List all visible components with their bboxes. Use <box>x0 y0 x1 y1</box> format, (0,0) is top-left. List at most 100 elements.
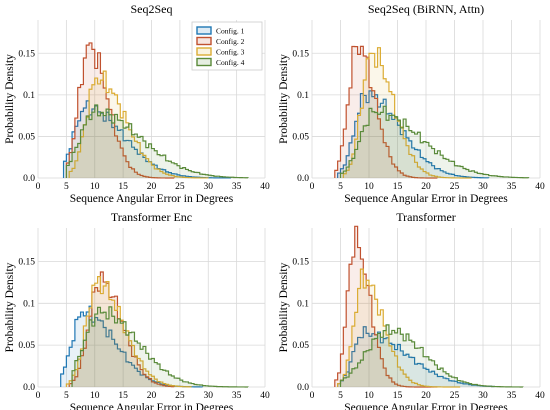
series-line-config-2 <box>334 225 438 388</box>
x-tick-label: 5 <box>338 182 343 192</box>
x-axis-label: Sequence Angular Error in Degrees <box>70 402 234 410</box>
x-tick-label: 40 <box>260 182 270 192</box>
x-tick-label: 15 <box>118 391 128 401</box>
y-tick-label: 0.05 <box>292 132 309 142</box>
panel-title: Seq2Seq <box>131 2 173 16</box>
legend-swatch-4 <box>196 57 212 67</box>
x-axis-label: Sequence Angular Error in Degrees <box>70 193 234 205</box>
series-fill-config-2 <box>69 272 175 387</box>
x-tick-label: 25 <box>175 391 185 401</box>
y-tick-label: 0.15 <box>292 257 309 267</box>
x-tick-label: 0 <box>310 182 315 192</box>
y-tick-label: 0.0 <box>297 383 309 393</box>
x-tick-label: 10 <box>90 182 100 192</box>
series-fill-config-2 <box>334 226 438 387</box>
x-tick-label: 25 <box>175 182 185 192</box>
x-tick-label: 35 <box>507 182 517 192</box>
x-tick-label: 20 <box>421 391 431 401</box>
x-tick-label: 5 <box>64 391 69 401</box>
legend-swatch-1 <box>196 26 212 35</box>
y-axis-label: Probability Density <box>278 54 290 144</box>
series-line-config-3 <box>68 70 209 179</box>
x-tick-label: 25 <box>450 391 460 401</box>
x-tick-label: 25 <box>450 182 460 192</box>
y-tick-label: 0.0 <box>297 174 309 184</box>
x-tick-label: 35 <box>232 391 242 401</box>
series-fill-config-4 <box>72 306 248 387</box>
x-tick-label: 35 <box>507 391 517 401</box>
x-tick-label: 15 <box>393 391 403 401</box>
panel-title: Transformer <box>396 210 456 224</box>
x-tick-label: 10 <box>364 182 374 192</box>
x-tick-label: 15 <box>118 182 128 192</box>
panel-title: Transformer Enc <box>111 210 192 224</box>
series-line-config-4 <box>339 324 524 388</box>
y-tick-label: 0.05 <box>18 132 35 142</box>
series-line-config-4 <box>339 105 530 179</box>
x-tick-label: 40 <box>260 391 270 401</box>
panel-3: 0 5 10 15 20 25 30 35 40 0.0 0.05 0.1 0.15 Transforme… <box>4 210 270 410</box>
series-line-config-3 <box>65 276 192 388</box>
x-tick-label: 5 <box>64 182 69 192</box>
series-line-config-4 <box>65 104 249 179</box>
x-tick-label: 5 <box>338 391 343 401</box>
x-tick-label: 30 <box>478 391 488 401</box>
y-tick-label: 0.0 <box>23 383 35 393</box>
x-tick-label: 15 <box>393 182 403 192</box>
series-fill-config-4 <box>340 106 529 178</box>
panel-1: 0 5 10 15 20 25 30 35 40 0.0 0.05 0.1 0.15 Seq2Seq Seq… <box>4 2 270 205</box>
series-fill-config-4 <box>340 324 523 387</box>
x-axis-label: Sequence Angular Error in Degrees <box>344 193 508 205</box>
series-line-config-2 <box>65 42 175 179</box>
x-tick-label: 10 <box>90 391 100 401</box>
y-tick-label: 0.1 <box>297 299 309 309</box>
legend-box <box>191 21 263 71</box>
y-tick-label: 0.05 <box>18 341 35 351</box>
series-line-config-3 <box>337 268 461 388</box>
series-fill-config-4 <box>66 104 248 178</box>
x-tick-label: 35 <box>232 182 242 192</box>
series-line-config-3 <box>342 47 472 179</box>
legend-swatch-2 <box>196 36 212 46</box>
legend-swatch-3 <box>196 47 212 56</box>
y-axis-label: Probability Density <box>278 262 290 352</box>
x-tick-label: 0 <box>36 182 41 192</box>
x-tick-label: 0 <box>310 391 315 401</box>
series-fill-config-3 <box>343 47 472 179</box>
panel-2: 0 5 10 15 20 25 30 35 40 0.0 0.05 0.1 0.15 Seq2Seq (B… <box>278 2 545 205</box>
legend-label-3: Config. 3 <box>216 48 245 57</box>
series-fill-config-1 <box>63 100 231 178</box>
panel-4: 0 5 10 15 20 25 30 35 40 0.0 0.05 0.1 0.15 Transforme… <box>278 210 545 410</box>
x-tick-label: 20 <box>421 182 431 192</box>
x-tick-label: 0 <box>36 391 41 401</box>
series-fill-config-2 <box>334 46 438 179</box>
legend-label-2: Config. 2 <box>216 37 245 46</box>
y-tick-label: 0.15 <box>18 257 35 267</box>
y-tick-label: 0.15 <box>292 49 309 59</box>
series-fill-config-1 <box>60 306 203 387</box>
series-fill-config-3 <box>337 269 461 387</box>
legend-label-1: Config. 1 <box>216 27 245 36</box>
x-tick-label: 20 <box>147 182 157 192</box>
y-tick-label: 0.1 <box>23 299 35 309</box>
y-tick-label: 0.1 <box>23 91 35 101</box>
series-fill-config-3 <box>66 276 192 387</box>
y-tick-label: 0.0 <box>23 174 35 184</box>
x-tick-label: 30 <box>204 182 214 192</box>
x-tick-label: 20 <box>147 391 157 401</box>
x-tick-label: 10 <box>364 391 374 401</box>
x-tick-label: 40 <box>535 182 545 192</box>
series-fill-config-2 <box>66 42 175 179</box>
series-line-config-1 <box>337 326 495 388</box>
x-tick-label: 30 <box>478 182 488 192</box>
series-fill-config-3 <box>69 71 209 178</box>
y-axis-label: Probability Density <box>4 262 16 352</box>
x-tick-label: 40 <box>535 391 545 401</box>
series-fill-config-1 <box>337 326 495 387</box>
panel-title: Seq2Seq (BiRNN, Attn) <box>368 2 484 16</box>
series-line-config-4 <box>71 306 249 388</box>
x-axis-label: Sequence Angular Error in Degrees <box>344 402 508 410</box>
y-tick-label: 0.05 <box>292 341 309 351</box>
